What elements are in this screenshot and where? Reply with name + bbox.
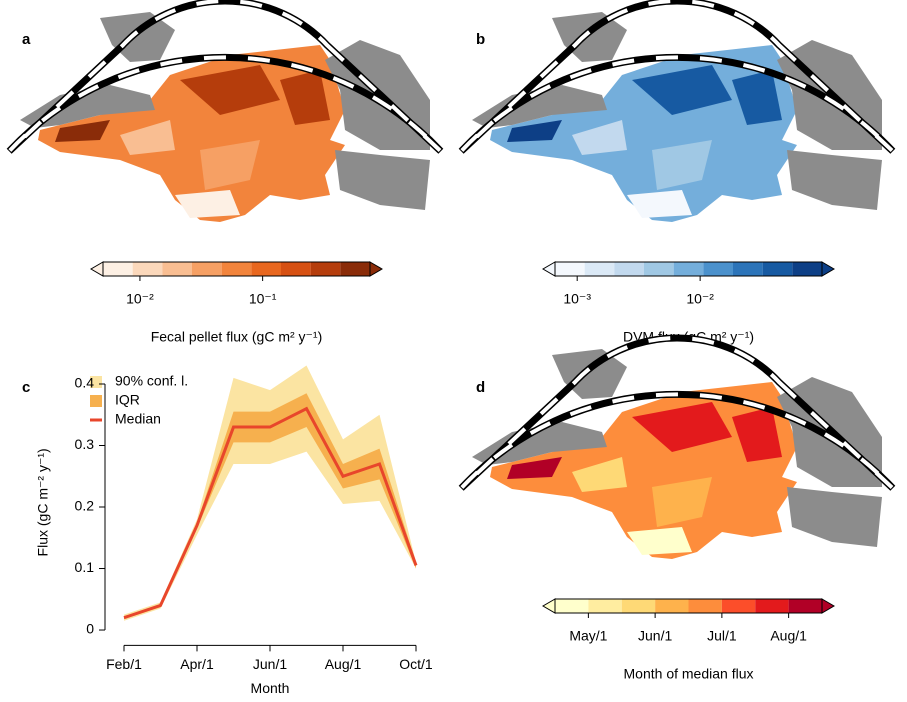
colorbar-tick-label: Jul/1 bbox=[707, 628, 737, 644]
colorbar-tick-label: 10⁻² bbox=[126, 291, 154, 307]
colorbar-swatch bbox=[733, 262, 763, 276]
colorbar-tick-label: 10⁻¹ bbox=[249, 291, 277, 307]
colorbar-swatch bbox=[755, 599, 788, 613]
legend-label: IQR bbox=[115, 392, 140, 408]
land bbox=[787, 150, 882, 210]
colorbar-end bbox=[543, 599, 555, 613]
figure: a b c d 10⁻² 10⁻¹ Fecal pellet flux (gC m²… bbox=[0, 0, 907, 702]
colorbar-swatch bbox=[789, 599, 822, 613]
colorbar-swatch bbox=[614, 262, 644, 276]
colorbar-label: Fecal pellet flux (gC m² y⁻¹) bbox=[151, 329, 323, 345]
colorbar-swatch bbox=[555, 599, 588, 613]
map-panel: May/1 Jun/1 Jul/1 Aug/1 Month of median flux bbox=[461, 338, 892, 682]
colorbar-end bbox=[822, 599, 834, 613]
colorbar-swatch bbox=[585, 262, 615, 276]
x-tick-label: Apr/1 bbox=[180, 656, 214, 672]
colorbar-swatch bbox=[674, 262, 704, 276]
colorbar-tick-label: May/1 bbox=[569, 628, 607, 644]
colorbar-tick-label: Aug/1 bbox=[770, 628, 807, 644]
colorbar-swatch bbox=[162, 262, 192, 276]
legend-label: 90% conf. l. bbox=[115, 373, 188, 389]
legend-swatch bbox=[90, 395, 102, 407]
colorbar-swatch bbox=[644, 262, 674, 276]
y-axis-label: Flux (gC m⁻² y⁻¹) bbox=[35, 448, 51, 556]
x-tick-label: Oct/1 bbox=[399, 656, 433, 672]
colorbar-swatch bbox=[722, 599, 755, 613]
colorbar-swatch bbox=[192, 262, 222, 276]
panel-letter: d bbox=[476, 379, 485, 396]
land bbox=[787, 487, 882, 547]
colorbar-swatch bbox=[311, 262, 341, 276]
y-tick-label: 0 bbox=[86, 621, 94, 637]
colorbar-swatch bbox=[222, 262, 252, 276]
legend-label: Median bbox=[115, 411, 161, 427]
map-patch bbox=[627, 527, 692, 555]
colorbar-swatch bbox=[281, 262, 311, 276]
panel-letter: c bbox=[22, 379, 30, 396]
colorbar-end bbox=[370, 262, 382, 276]
band bbox=[124, 366, 416, 621]
colorbar-swatch bbox=[133, 262, 163, 276]
colorbar-swatch bbox=[703, 262, 733, 276]
colorbar-end bbox=[91, 262, 103, 276]
colorbar-swatch bbox=[340, 262, 370, 276]
panel-letter: a bbox=[22, 31, 31, 48]
colorbar-swatch bbox=[763, 262, 793, 276]
x-axis-label: Month bbox=[251, 680, 290, 696]
colorbar-tick-label: 10⁻³ bbox=[563, 291, 591, 307]
map-patch bbox=[175, 190, 240, 218]
colorbar-label: Month of median flux bbox=[624, 666, 754, 682]
x-tick-label: Aug/1 bbox=[325, 656, 362, 672]
colorbar-swatch bbox=[655, 599, 688, 613]
y-tick-label: 0.1 bbox=[75, 559, 95, 575]
map-panel: 10⁻² 10⁻¹ Fecal pellet flux (gC m² y⁻¹) bbox=[9, 1, 440, 345]
y-tick-label: 0.4 bbox=[75, 375, 95, 391]
colorbar-swatch bbox=[555, 262, 585, 276]
y-tick-label: 0.3 bbox=[75, 436, 95, 452]
x-tick-label: Jun/1 bbox=[253, 656, 287, 672]
colorbar-tick-label: 10⁻² bbox=[686, 291, 714, 307]
colorbar-swatch bbox=[622, 599, 655, 613]
panel-letter: b bbox=[476, 31, 485, 48]
colorbar-swatch bbox=[251, 262, 281, 276]
land bbox=[335, 150, 430, 210]
y-tick-label: 0.2 bbox=[75, 498, 95, 514]
colorbar-swatch bbox=[792, 262, 822, 276]
colorbar-swatch bbox=[689, 599, 722, 613]
map-patch bbox=[627, 190, 692, 218]
colorbar-tick-label: Jun/1 bbox=[638, 628, 672, 644]
colorbar-end bbox=[543, 262, 555, 276]
colorbar-swatch bbox=[588, 599, 621, 613]
colorbar-swatch bbox=[103, 262, 133, 276]
x-tick-label: Feb/1 bbox=[106, 656, 142, 672]
colorbar-end bbox=[822, 262, 834, 276]
